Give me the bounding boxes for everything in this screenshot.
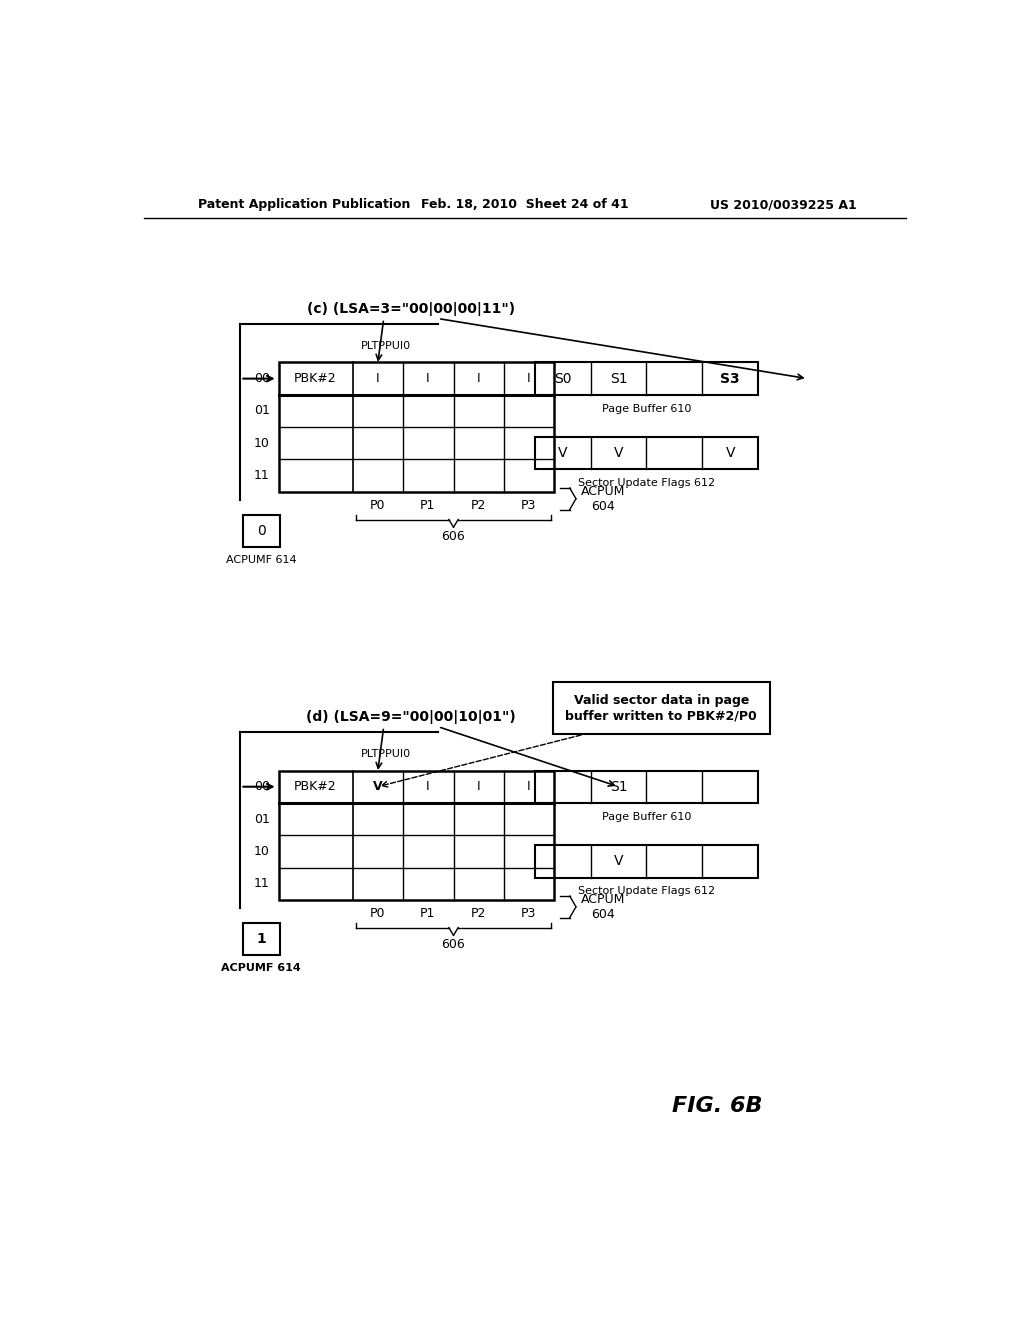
Text: 01: 01 xyxy=(254,813,270,825)
Bar xyxy=(535,845,758,878)
Text: P2: P2 xyxy=(471,907,486,920)
Bar xyxy=(243,515,280,548)
Bar xyxy=(535,437,758,470)
Text: FIG. 6B: FIG. 6B xyxy=(672,1096,762,1115)
Text: P3: P3 xyxy=(521,499,537,512)
Text: 00: 00 xyxy=(254,372,270,385)
Text: PLTPPUI0: PLTPPUI0 xyxy=(360,748,411,759)
Text: 00: 00 xyxy=(254,780,270,793)
Text: Sector Update Flags 612: Sector Update Flags 612 xyxy=(578,887,715,896)
Text: P1: P1 xyxy=(420,907,435,920)
Bar xyxy=(280,771,554,900)
Text: S1: S1 xyxy=(609,780,628,793)
Text: 606: 606 xyxy=(441,529,465,543)
Text: P2: P2 xyxy=(471,499,486,512)
Text: PBK#2: PBK#2 xyxy=(294,372,337,385)
Text: ACPUMF 614: ACPUMF 614 xyxy=(221,962,301,973)
Text: 606: 606 xyxy=(441,939,465,952)
Text: I: I xyxy=(376,372,379,385)
Text: V: V xyxy=(613,854,624,869)
Bar xyxy=(535,363,758,395)
Text: 11: 11 xyxy=(254,878,270,890)
Text: Patent Application Publication: Patent Application Publication xyxy=(198,198,411,211)
Text: 10: 10 xyxy=(254,845,270,858)
Text: 10: 10 xyxy=(254,437,270,450)
Text: I: I xyxy=(426,780,430,793)
Text: I: I xyxy=(426,372,430,385)
Text: PBK#2: PBK#2 xyxy=(294,780,337,793)
Text: Page Buffer 610: Page Buffer 610 xyxy=(602,404,691,413)
Text: S0: S0 xyxy=(554,372,571,385)
Text: V: V xyxy=(613,446,624,461)
Bar xyxy=(553,682,770,734)
Bar xyxy=(243,923,280,956)
Text: P0: P0 xyxy=(370,907,385,920)
Text: Sector Update Flags 612: Sector Update Flags 612 xyxy=(578,478,715,488)
Text: ACPUM
604: ACPUM 604 xyxy=(581,892,626,921)
Text: I: I xyxy=(527,780,530,793)
Text: V: V xyxy=(558,446,567,461)
Text: S3: S3 xyxy=(720,372,740,385)
Text: V: V xyxy=(725,446,735,461)
Bar xyxy=(535,771,758,803)
Text: V: V xyxy=(373,780,382,793)
Text: S1: S1 xyxy=(609,372,628,385)
Text: 0: 0 xyxy=(257,524,265,539)
Text: US 2010/0039225 A1: US 2010/0039225 A1 xyxy=(710,198,856,211)
Text: I: I xyxy=(476,372,480,385)
Text: (d) (LSA=9="00|00|10|01"): (d) (LSA=9="00|00|10|01") xyxy=(306,710,516,723)
Text: P1: P1 xyxy=(420,499,435,512)
Text: Feb. 18, 2010  Sheet 24 of 41: Feb. 18, 2010 Sheet 24 of 41 xyxy=(421,198,629,211)
Text: Page Buffer 610: Page Buffer 610 xyxy=(602,812,691,822)
Text: 11: 11 xyxy=(254,469,270,482)
Text: ACPUMF 614: ACPUMF 614 xyxy=(226,554,297,565)
Text: (c) (LSA=3="00|00|00|11"): (c) (LSA=3="00|00|00|11") xyxy=(307,301,515,315)
Text: I: I xyxy=(527,372,530,385)
Text: P3: P3 xyxy=(521,907,537,920)
Text: 1: 1 xyxy=(256,932,266,946)
Text: PLTPPUI0: PLTPPUI0 xyxy=(360,341,411,351)
Text: 01: 01 xyxy=(254,404,270,417)
Text: P0: P0 xyxy=(370,499,385,512)
Bar xyxy=(280,363,554,492)
Text: ACPUM
604: ACPUM 604 xyxy=(581,484,626,512)
Text: Valid sector data in page
buffer written to PBK#2/P0: Valid sector data in page buffer written… xyxy=(565,694,757,722)
Text: I: I xyxy=(476,780,480,793)
